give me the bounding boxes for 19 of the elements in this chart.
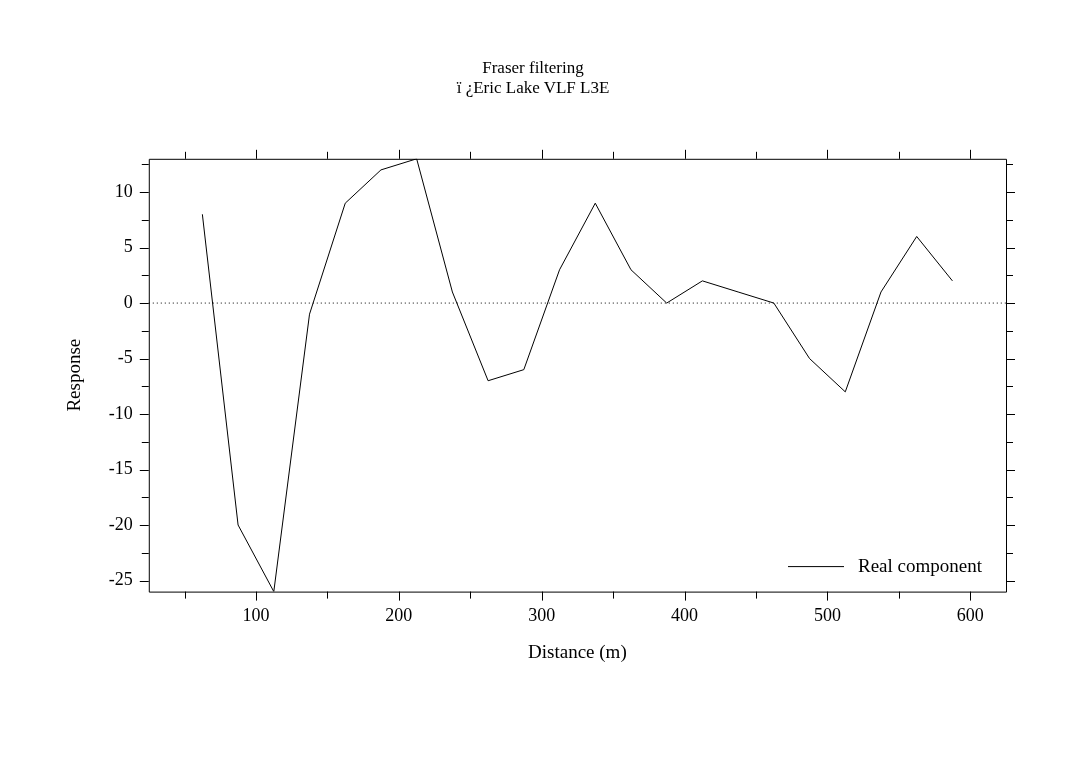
y-tick-label: -20 bbox=[108, 513, 133, 534]
y-tick-label: 5 bbox=[123, 236, 133, 257]
x-tick-label: 200 bbox=[385, 605, 413, 626]
chart-title: Fraser filtering bbox=[482, 57, 585, 77]
y-tick-label: 10 bbox=[114, 180, 133, 201]
chart-subtitle: ï ¿Eric Lake VLF L3E bbox=[455, 78, 610, 98]
x-tick-label: 300 bbox=[528, 605, 556, 626]
x-axis-title: Distance (m) bbox=[528, 640, 627, 663]
x-tick-label: 600 bbox=[956, 605, 984, 626]
legend-label: Real component bbox=[858, 554, 983, 576]
y-tick-label: -25 bbox=[108, 569, 133, 590]
y-axis-title: Response bbox=[63, 338, 85, 412]
x-tick-label: 100 bbox=[242, 605, 270, 626]
y-tick-label: -10 bbox=[108, 402, 133, 423]
y-tick-label: -15 bbox=[108, 458, 133, 479]
y-tick-label: -5 bbox=[117, 347, 133, 368]
y-tick-label: 0 bbox=[123, 291, 133, 312]
x-tick-label: 500 bbox=[813, 605, 841, 626]
x-tick-label: 400 bbox=[671, 605, 699, 626]
